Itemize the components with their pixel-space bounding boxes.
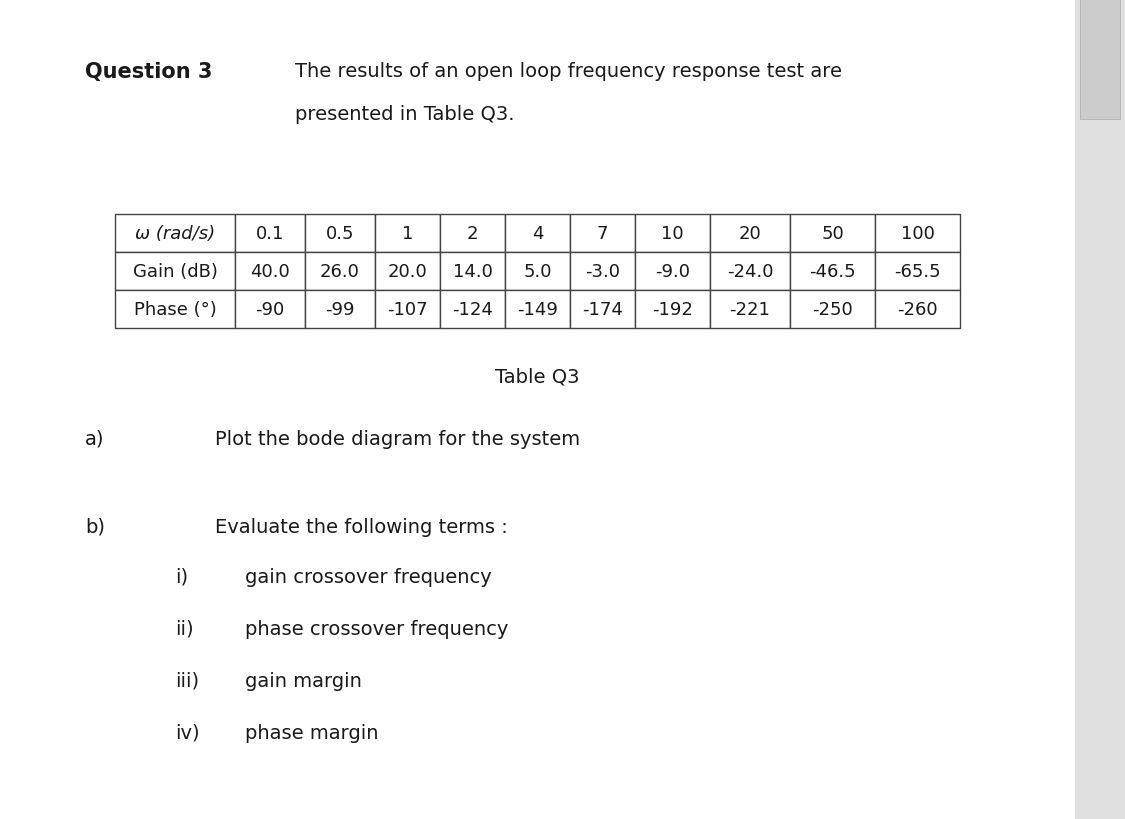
Text: -9.0: -9.0	[655, 263, 690, 281]
Text: The results of an open loop frequency response test are: The results of an open loop frequency re…	[295, 62, 842, 81]
Text: gain crossover frequency: gain crossover frequency	[245, 568, 492, 586]
Bar	[115, 291, 235, 328]
Text: 20.0: 20.0	[388, 263, 428, 281]
Text: -149: -149	[518, 301, 558, 319]
Bar	[115, 253, 235, 291]
Text: b): b)	[86, 518, 105, 536]
Bar	[790, 253, 875, 291]
Bar	[235, 253, 305, 291]
Text: 14.0: 14.0	[452, 263, 493, 281]
Text: iv): iv)	[176, 723, 199, 742]
Bar	[570, 291, 634, 328]
Bar	[375, 291, 440, 328]
Bar	[115, 215, 235, 253]
Bar	[570, 253, 634, 291]
Bar	[634, 291, 710, 328]
Text: Gain (dB): Gain (dB)	[133, 263, 217, 281]
Text: 4: 4	[532, 224, 543, 242]
Text: 40.0: 40.0	[250, 263, 290, 281]
Bar	[305, 253, 375, 291]
Text: 0.1: 0.1	[255, 224, 285, 242]
Bar	[790, 291, 875, 328]
Bar	[710, 253, 790, 291]
Bar	[505, 291, 570, 328]
Text: 5.0: 5.0	[523, 263, 551, 281]
Text: 20: 20	[739, 224, 762, 242]
Text: a): a)	[86, 429, 105, 449]
Text: -221: -221	[730, 301, 771, 319]
Text: Evaluate the following terms :: Evaluate the following terms :	[215, 518, 507, 536]
Bar	[375, 253, 440, 291]
Text: -46.5: -46.5	[809, 263, 856, 281]
Text: -65.5: -65.5	[894, 263, 940, 281]
Text: 100: 100	[900, 224, 935, 242]
Text: ω (rad/s): ω (rad/s)	[135, 224, 215, 242]
Text: -260: -260	[898, 301, 938, 319]
Bar	[1080, 0, 1120, 120]
Text: -250: -250	[812, 301, 853, 319]
Bar	[505, 253, 570, 291]
Text: -192: -192	[652, 301, 693, 319]
Text: phase margin: phase margin	[245, 723, 378, 742]
Text: -107: -107	[387, 301, 428, 319]
Bar	[505, 215, 570, 253]
Bar	[440, 291, 505, 328]
Bar	[790, 215, 875, 253]
Text: -3.0: -3.0	[585, 263, 620, 281]
Text: 0.5: 0.5	[326, 224, 354, 242]
Text: Table Q3: Table Q3	[495, 368, 579, 387]
Text: 2: 2	[467, 224, 478, 242]
Text: Plot the bode diagram for the system: Plot the bode diagram for the system	[215, 429, 580, 449]
Text: gain margin: gain margin	[245, 672, 362, 690]
Text: 50: 50	[821, 224, 844, 242]
Text: -124: -124	[452, 301, 493, 319]
Bar	[440, 253, 505, 291]
Text: 1: 1	[402, 224, 413, 242]
Text: 7: 7	[596, 224, 609, 242]
Bar	[875, 291, 960, 328]
Text: ii): ii)	[176, 619, 194, 638]
Bar	[1076, 0, 1125, 819]
Text: presented in Table Q3.: presented in Table Q3.	[295, 105, 514, 124]
Text: -24.0: -24.0	[727, 263, 773, 281]
Bar	[305, 215, 375, 253]
Text: Question 3: Question 3	[86, 62, 213, 82]
Bar	[375, 215, 440, 253]
Text: Phase (°): Phase (°)	[134, 301, 216, 319]
Bar	[634, 253, 710, 291]
Text: i): i)	[176, 568, 188, 586]
Text: -90: -90	[255, 301, 285, 319]
Bar	[570, 215, 634, 253]
Text: 26.0: 26.0	[321, 263, 360, 281]
Bar	[710, 291, 790, 328]
Bar	[875, 215, 960, 253]
Text: phase crossover frequency: phase crossover frequency	[245, 619, 508, 638]
Bar	[305, 291, 375, 328]
Bar	[235, 291, 305, 328]
Text: -174: -174	[582, 301, 623, 319]
Text: 10: 10	[662, 224, 684, 242]
Bar	[235, 215, 305, 253]
Text: iii): iii)	[176, 672, 199, 690]
Bar	[634, 215, 710, 253]
Bar	[440, 215, 505, 253]
Text: -99: -99	[325, 301, 354, 319]
Bar	[875, 253, 960, 291]
Bar	[710, 215, 790, 253]
